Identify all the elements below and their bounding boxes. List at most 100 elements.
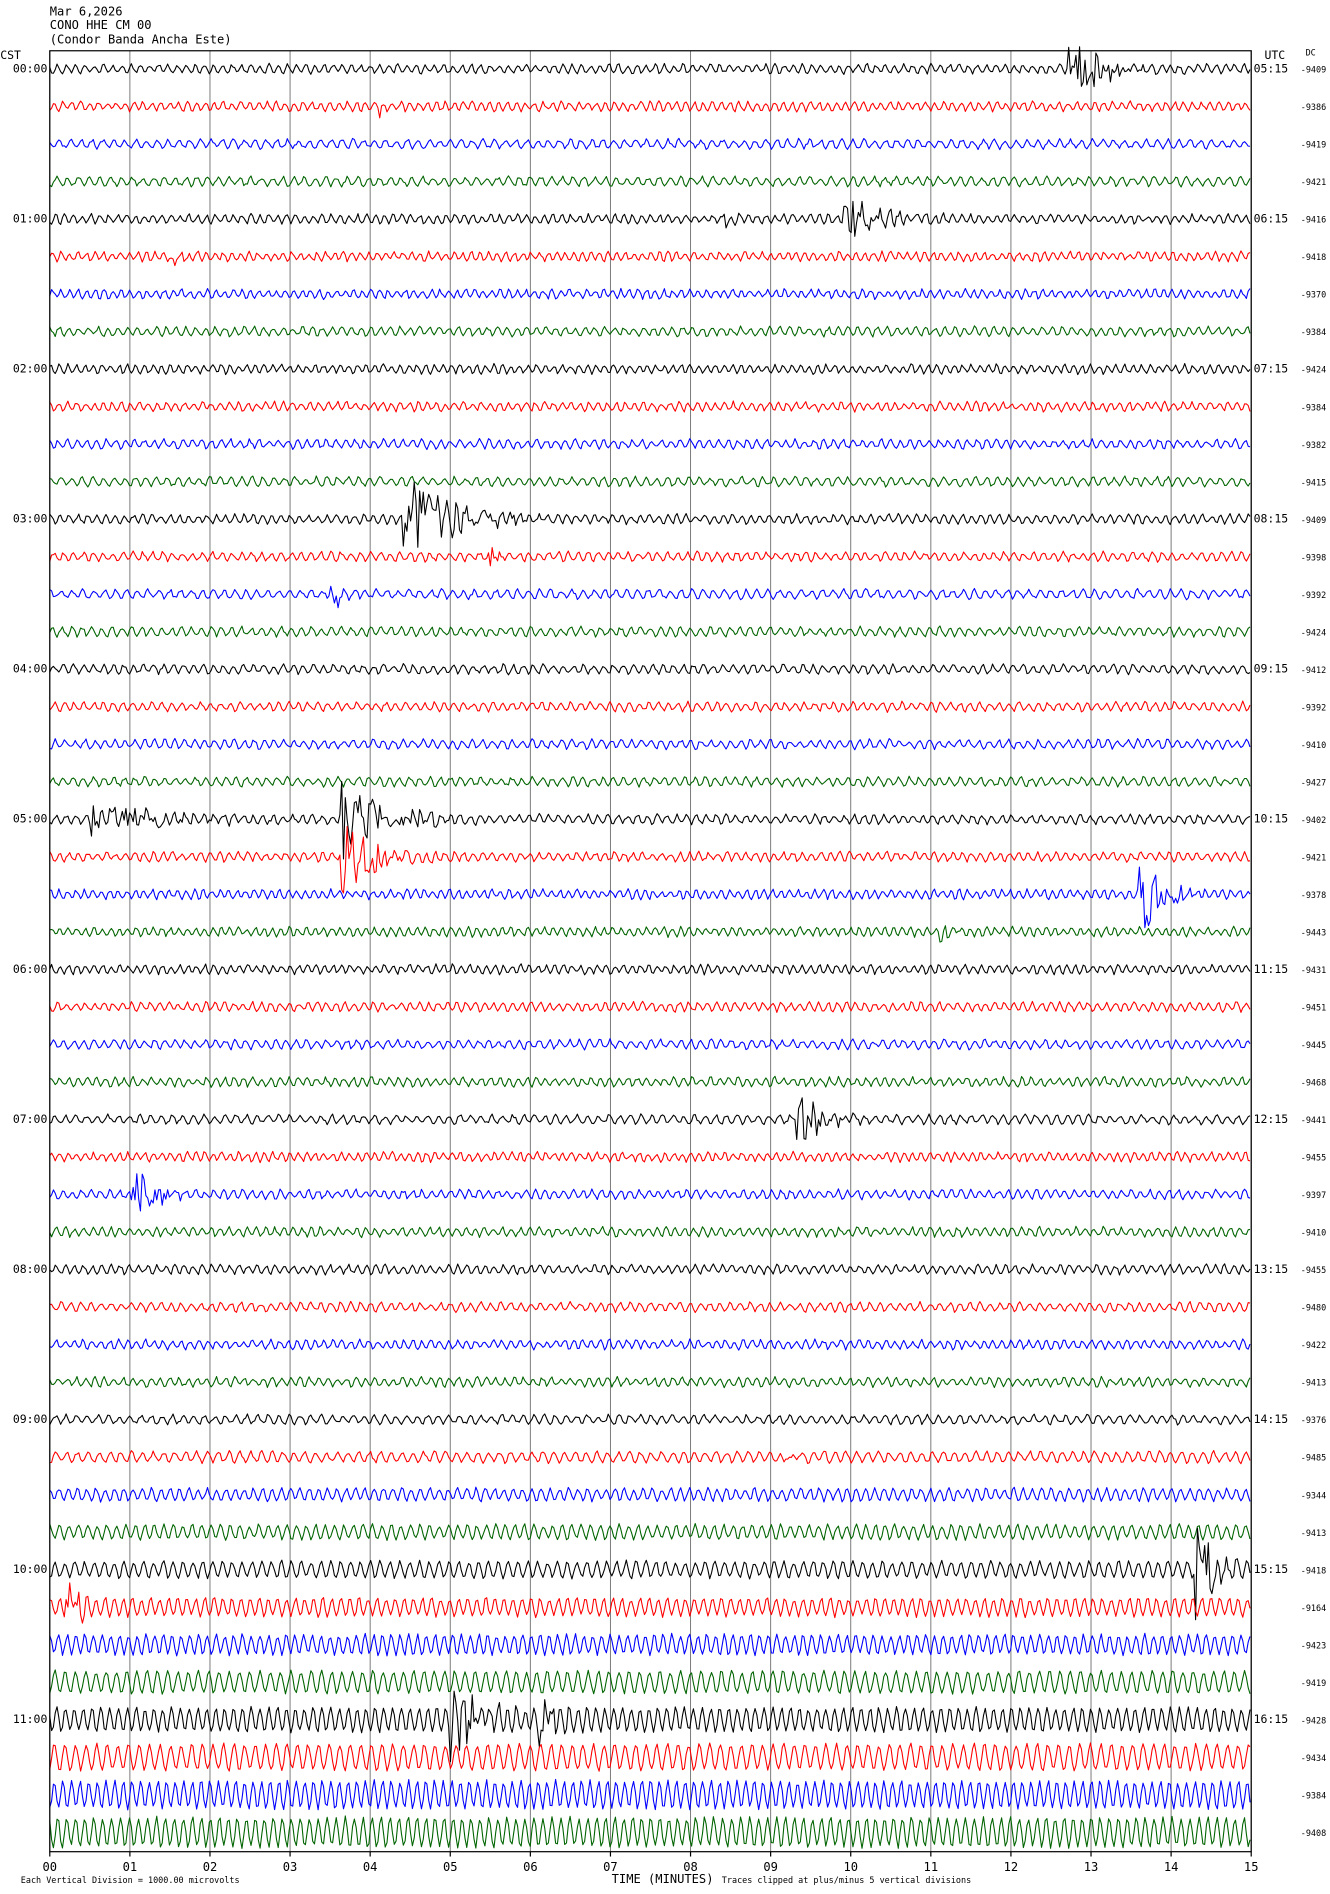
trace	[49, 1263, 1251, 1276]
dc-value: -9424	[1301, 627, 1326, 637]
x-tick-label: 01	[123, 1860, 138, 1874]
utc-label: 10:15	[1254, 812, 1289, 826]
utc-label: 09:15	[1254, 662, 1289, 676]
utc-label: 11:15	[1254, 962, 1289, 976]
trace	[49, 1300, 1251, 1314]
trace	[49, 1690, 1251, 1763]
trace	[49, 663, 1251, 676]
trace	[49, 1338, 1251, 1351]
dc-value: -9384	[1301, 1790, 1326, 1800]
dc-value: -9455	[1301, 1265, 1326, 1275]
plot-frame	[49, 50, 1252, 1853]
dc-value: -9413	[1301, 1378, 1326, 1388]
x-tick-label: 08	[683, 1860, 698, 1874]
trace	[49, 1582, 1251, 1624]
utc-label: 07:15	[1254, 362, 1289, 376]
dc-value: -9409	[1301, 515, 1326, 525]
utc-label: 13:15	[1254, 1262, 1289, 1276]
trace	[49, 137, 1251, 151]
station-name: (Condor Banda Ancha Este)	[50, 32, 232, 46]
trace	[49, 1742, 1251, 1772]
trace	[49, 1815, 1251, 1849]
dc-value: -9434	[1301, 1753, 1326, 1763]
trace	[49, 46, 1251, 88]
dc-value: -9376	[1301, 1415, 1326, 1425]
x-tick-label: 12	[1004, 1860, 1019, 1874]
dc-value: -9419	[1301, 140, 1326, 150]
x-tick-label: 06	[523, 1860, 538, 1874]
utc-label: 14:15	[1254, 1412, 1289, 1426]
dc-value: -9427	[1301, 777, 1326, 787]
clip-note: Traces clipped at plus/minus 5 vertical …	[722, 1875, 971, 1885]
x-tick-label: 07	[603, 1860, 618, 1874]
dc-value: -9384	[1301, 327, 1326, 337]
utc-label: 15:15	[1254, 1562, 1289, 1576]
trace	[49, 1486, 1251, 1503]
dc-value: -9445	[1301, 1040, 1326, 1050]
dc-value: -9451	[1301, 1003, 1326, 1013]
utc-label: 06:15	[1254, 211, 1289, 225]
dc-value: -9384	[1301, 402, 1326, 412]
dc-value: -9392	[1301, 702, 1326, 712]
dc-value: -9398	[1301, 552, 1326, 562]
dc-value: -9370	[1301, 290, 1326, 300]
trace	[49, 1075, 1251, 1088]
cst-label: 04:00	[13, 662, 48, 676]
trace	[49, 737, 1251, 751]
dc-value: -9419	[1301, 1678, 1326, 1688]
trace	[49, 1038, 1251, 1051]
trace	[49, 546, 1251, 567]
trace	[49, 1173, 1251, 1212]
grid	[49, 50, 1252, 1852]
cst-label: 10:00	[13, 1562, 48, 1576]
scale-note: Each Vertical Division = 1000.00 microvo…	[21, 1875, 240, 1885]
trace	[49, 1375, 1251, 1389]
x-tick-label: 13	[1084, 1860, 1099, 1874]
dc-value: -9392	[1301, 590, 1326, 600]
trace	[49, 625, 1251, 638]
trace	[49, 585, 1251, 609]
trace	[49, 825, 1251, 894]
cst-label: 01:00	[13, 211, 48, 225]
trace	[49, 1522, 1251, 1542]
dc-value: -9397	[1301, 1190, 1326, 1200]
trace	[49, 1097, 1251, 1140]
trace	[49, 1669, 1251, 1695]
trace	[49, 200, 1251, 237]
x-tick-label: 04	[363, 1860, 378, 1874]
left-axis-title: CST	[0, 48, 21, 62]
dc-value: -9455	[1301, 1153, 1326, 1163]
cst-label: 02:00	[13, 362, 48, 376]
dc-value: -9413	[1301, 1528, 1326, 1538]
trace	[49, 175, 1251, 188]
cst-label: 11:00	[13, 1712, 48, 1726]
dc-value: -9386	[1301, 102, 1326, 112]
dc-value: -9423	[1301, 1640, 1326, 1650]
trace	[49, 1413, 1251, 1426]
dc-value: -9415	[1301, 477, 1326, 487]
trace	[49, 100, 1251, 119]
station: CONO HHE CM 00	[50, 18, 152, 32]
dc-value: -9409	[1301, 65, 1326, 75]
dc-value: -9410	[1301, 740, 1326, 750]
cst-label: 00:00	[13, 61, 48, 75]
trace	[49, 400, 1251, 413]
dc-value: -9424	[1301, 365, 1326, 375]
trace	[49, 1449, 1251, 1465]
trace	[49, 362, 1251, 376]
dc-value: -9485	[1301, 1453, 1326, 1463]
cst-label: 07:00	[13, 1112, 48, 1126]
utc-label: 08:15	[1254, 512, 1289, 526]
dc-value: -9408	[1301, 1828, 1326, 1838]
dc-value: -9421	[1301, 852, 1326, 862]
dc-value: -9431	[1301, 965, 1326, 975]
dc-value: -9443	[1301, 928, 1326, 938]
x-tick-label: 00	[43, 1860, 58, 1874]
dc-value: -9418	[1301, 1565, 1326, 1575]
utc-label: 12:15	[1254, 1112, 1289, 1126]
trace	[49, 1632, 1251, 1657]
utc-label: 16:15	[1254, 1712, 1289, 1726]
dc-value: -9410	[1301, 1228, 1326, 1238]
